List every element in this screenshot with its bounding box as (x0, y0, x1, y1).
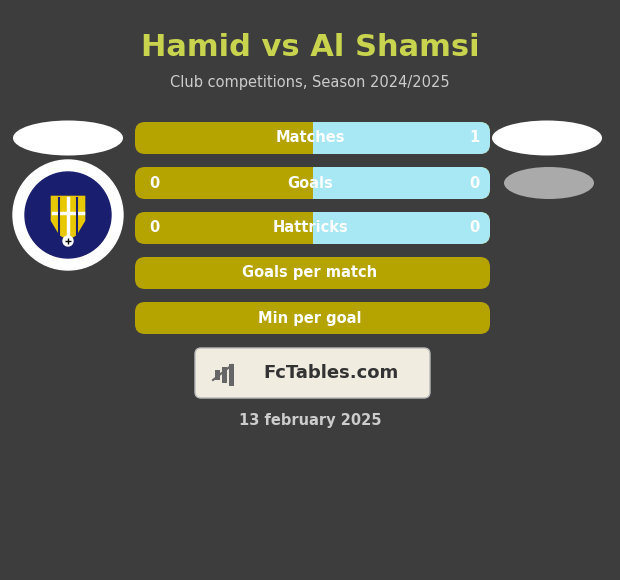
Text: Min per goal: Min per goal (259, 310, 361, 325)
Bar (301, 212, 314, 244)
Bar (312, 122, 324, 154)
Ellipse shape (492, 121, 602, 155)
FancyBboxPatch shape (312, 167, 490, 199)
Bar (229, 364, 234, 386)
FancyBboxPatch shape (312, 212, 490, 244)
FancyBboxPatch shape (135, 167, 490, 199)
Text: FcTables.com: FcTables.com (264, 364, 399, 382)
Text: Goals per match: Goals per match (242, 266, 378, 281)
Text: 0: 0 (470, 220, 480, 235)
Bar (222, 367, 227, 383)
FancyBboxPatch shape (195, 348, 430, 398)
FancyBboxPatch shape (312, 122, 490, 154)
Text: 0: 0 (470, 176, 480, 190)
Text: 0: 0 (149, 176, 159, 190)
Bar (301, 167, 314, 199)
Text: Hamid vs Al Shamsi: Hamid vs Al Shamsi (141, 32, 479, 61)
Text: 13 february 2025: 13 february 2025 (239, 412, 381, 427)
Text: Matches: Matches (275, 130, 345, 146)
Polygon shape (50, 195, 86, 241)
FancyBboxPatch shape (135, 302, 490, 334)
Text: 1: 1 (470, 130, 480, 146)
Bar (215, 370, 220, 380)
Circle shape (13, 160, 123, 270)
FancyBboxPatch shape (135, 212, 490, 244)
FancyBboxPatch shape (135, 122, 490, 154)
Ellipse shape (504, 167, 594, 199)
Bar (312, 167, 324, 199)
Circle shape (25, 172, 111, 258)
Bar (312, 212, 324, 244)
Text: 0: 0 (149, 220, 159, 235)
Ellipse shape (13, 121, 123, 155)
Circle shape (63, 236, 73, 246)
Text: Club competitions, Season 2024/2025: Club competitions, Season 2024/2025 (170, 74, 450, 89)
Text: Goals: Goals (287, 176, 333, 190)
FancyBboxPatch shape (135, 257, 490, 289)
Bar (301, 122, 314, 154)
Text: Hattricks: Hattricks (272, 220, 348, 235)
